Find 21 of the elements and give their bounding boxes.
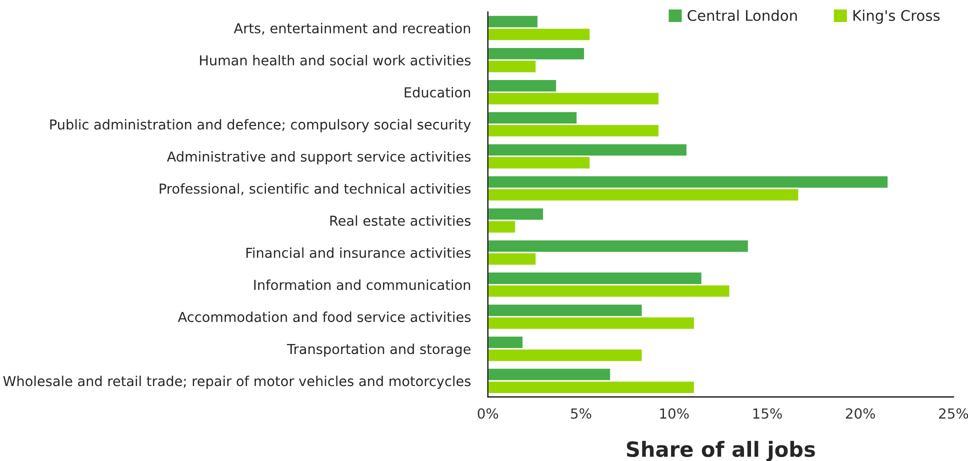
y-tick-label: Real estate activities bbox=[330, 215, 471, 226]
x-tick-label: 15% bbox=[753, 408, 782, 419]
x-tick-label: 20% bbox=[846, 408, 876, 419]
y-tick-label: Arts, entertainment and recreation bbox=[234, 22, 470, 35]
x-tick-label: 0% bbox=[478, 408, 498, 419]
y-tick-label: Education bbox=[404, 87, 470, 98]
y-tick-label: Information and communication bbox=[254, 279, 470, 290]
y-tick-label: Financial and insurance activities bbox=[246, 247, 471, 258]
y-tick-label: Professional, scientific and technical activities bbox=[160, 183, 471, 196]
y-tick-label: Human health and social work activities bbox=[200, 54, 471, 66]
x-tick-label: 10% bbox=[660, 408, 689, 419]
legend-label: Central London bbox=[688, 10, 797, 21]
y-tick-label: Administrative and support service activities bbox=[166, 151, 471, 164]
x-tick-label: 5% bbox=[571, 408, 592, 419]
y-tick-label: Wholesale and retail trade; repair of motor vehicles and motorcycles bbox=[3, 376, 471, 389]
x-tick-label: 25% bbox=[939, 408, 968, 419]
y-tick-label: Public administration and defence; compulsory social security bbox=[50, 119, 471, 132]
legend-label: King's Cross bbox=[853, 10, 940, 24]
x-axis-title: Share of all jobs bbox=[626, 440, 815, 461]
y-tick-label: Accommodation and food service activities bbox=[178, 312, 471, 322]
y-tick-label: Transportation and storage bbox=[286, 344, 470, 357]
